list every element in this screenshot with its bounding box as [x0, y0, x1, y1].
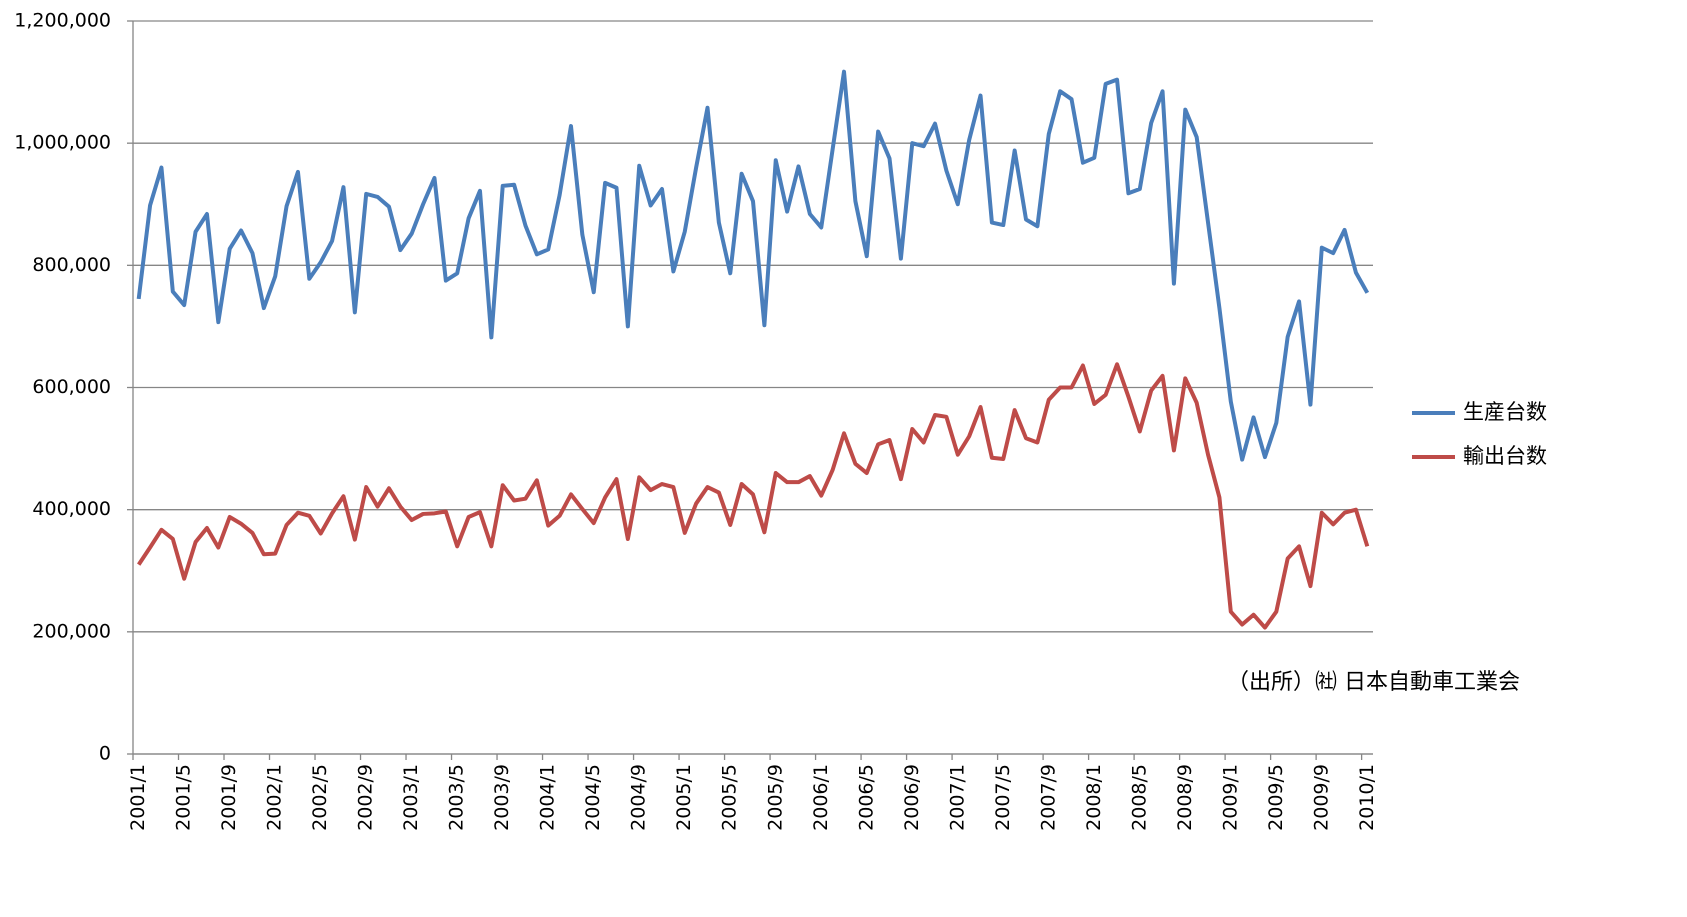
x-tick-label: 2001/5 — [173, 764, 195, 831]
x-tick-label: 2009/9 — [1310, 764, 1332, 831]
x-tick-label: 2005/1 — [673, 764, 695, 831]
legend-label: 生産台数 — [1463, 400, 1547, 424]
source-note: （出所）㈳ 日本自動車工業会 — [1227, 670, 1520, 695]
x-tick-label: 2007/1 — [946, 764, 968, 831]
x-tick-label: 2007/5 — [992, 764, 1014, 831]
x-tick-label: 2010/1 — [1356, 764, 1378, 831]
x-tick-label: 2003/9 — [491, 764, 513, 831]
x-tick-label: 2009/5 — [1265, 764, 1287, 831]
series-line — [136, 69, 1370, 462]
legend-label: 輸出台数 — [1463, 444, 1547, 468]
y-tick-label: 800,000 — [32, 254, 111, 276]
x-tick-label: 2004/5 — [582, 764, 604, 831]
series-line — [137, 362, 1370, 630]
y-tick-label: 400,000 — [32, 498, 111, 520]
x-tick-label: 2003/5 — [446, 764, 468, 831]
y-tick-label: 600,000 — [32, 376, 111, 398]
x-tick-label: 2003/1 — [400, 764, 422, 831]
x-tick-label: 2004/1 — [537, 764, 559, 831]
x-tick-label: 2009/1 — [1219, 764, 1241, 831]
x-tick-label: 2006/1 — [810, 764, 832, 831]
x-tick-label: 2005/9 — [764, 764, 786, 831]
x-tick-label: 2002/1 — [264, 764, 286, 831]
x-tick-label: 2006/9 — [901, 764, 923, 831]
y-tick-label: 200,000 — [32, 620, 111, 642]
x-tick-label: 2001/1 — [127, 764, 149, 831]
x-tick-label: 2007/9 — [1037, 764, 1059, 831]
x-tick-label: 2006/5 — [855, 764, 877, 831]
y-tick-label: 0 — [99, 743, 111, 765]
x-tick-label: 2008/1 — [1083, 764, 1105, 831]
x-tick-label: 2005/5 — [719, 764, 741, 831]
y-tick-label: 1,000,000 — [14, 132, 111, 154]
x-tick-label: 2002/9 — [355, 764, 377, 831]
x-tick-label: 2008/9 — [1174, 764, 1196, 831]
x-tick-label: 2002/5 — [309, 764, 331, 831]
x-tick-label: 2004/9 — [628, 764, 650, 831]
x-tick-label: 2001/9 — [218, 764, 240, 831]
x-tick-label: 2008/5 — [1128, 764, 1150, 831]
y-tick-label: 1,200,000 — [14, 10, 111, 32]
